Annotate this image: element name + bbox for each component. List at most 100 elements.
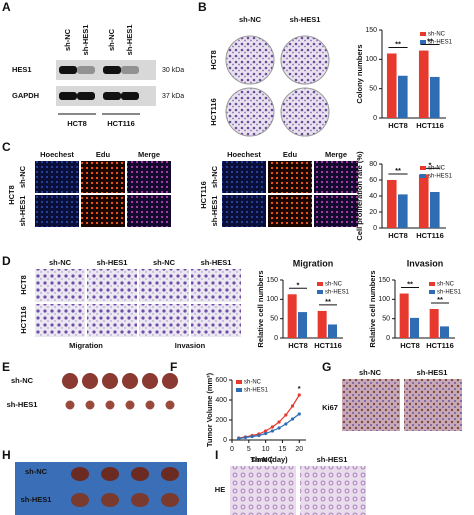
marker: [277, 426, 281, 430]
size-label: 37 kDa: [162, 93, 184, 100]
lung: [131, 493, 149, 507]
y-axis-label: Relative cell numbers: [256, 270, 265, 347]
stain-label: Edu: [283, 150, 298, 159]
lane-label: sh-HES1: [125, 25, 134, 56]
x-tick-label: 5: [247, 446, 251, 453]
significance-label: **: [437, 295, 443, 304]
condition-label: sh-NC: [25, 467, 48, 476]
cell-line-label: HCT116: [19, 306, 28, 334]
marker: [297, 412, 301, 416]
tumor: [162, 373, 178, 389]
y-tick-label: 50: [270, 316, 278, 323]
condition-label: sh-HES1: [18, 196, 27, 227]
x-tick-label: 0: [230, 446, 234, 453]
y-tick-label: 0: [223, 437, 227, 444]
condition-label: sh-HES1: [317, 455, 348, 464]
condition-label: sh-NC: [153, 258, 176, 267]
micrograph: [314, 195, 358, 227]
significance-label: **: [325, 297, 331, 306]
band: [59, 66, 77, 74]
panel-letter: A: [2, 0, 11, 14]
cell-line-label: HCT116: [199, 181, 208, 209]
bar: [398, 75, 408, 118]
lane-label: sh-NC: [63, 28, 72, 51]
cell-line-label: HCT8: [7, 185, 16, 205]
micrograph: [300, 466, 366, 515]
micrograph: [87, 304, 137, 337]
stain-label: Hoechest: [227, 150, 261, 159]
marker: [277, 420, 281, 424]
x-tick-label: 15: [279, 446, 287, 453]
lung: [71, 493, 89, 507]
y-tick-label: 50: [382, 316, 390, 323]
legend-swatch: [317, 282, 323, 286]
micrograph: [230, 466, 296, 515]
micrograph: [404, 379, 462, 431]
condition-label: sh-HES1: [97, 258, 128, 267]
tumor: [122, 373, 138, 389]
condition-label: sh-NC: [239, 15, 262, 24]
micrograph: [139, 269, 189, 302]
chart-title: Migration: [293, 258, 334, 268]
legend-swatch: [317, 290, 323, 294]
micrograph: [314, 161, 358, 193]
legend-label: sh-NC: [325, 282, 343, 288]
legend-label: sh-NC: [428, 32, 446, 38]
marker: [237, 436, 241, 441]
bar: [430, 76, 440, 118]
size-label: 30 kDa: [162, 67, 184, 74]
condition-label: sh-HES1: [201, 258, 232, 267]
micrograph: [35, 161, 79, 193]
photo: [15, 462, 187, 515]
tumor: [145, 400, 155, 410]
plate: [225, 87, 275, 137]
micrograph: [222, 195, 266, 227]
micrograph: [191, 304, 241, 337]
y-tick-label: 100: [266, 296, 278, 303]
line: [238, 413, 300, 440]
tumor: [65, 400, 75, 410]
marker: [257, 433, 261, 438]
y-tick-label: 0: [373, 115, 377, 122]
legend-swatch: [420, 174, 426, 178]
protein-label: HES1: [12, 65, 32, 74]
lung: [131, 467, 149, 481]
marker: [290, 404, 295, 408]
lung: [101, 493, 119, 507]
cell-line-label: HCT8: [67, 119, 87, 128]
bar: [418, 174, 429, 228]
condition-label: sh-HES1: [210, 196, 219, 227]
stain-label: Merge: [138, 150, 160, 159]
marker: [264, 431, 268, 436]
micrograph: [87, 269, 137, 302]
cell-line-label: HCT116: [209, 98, 218, 126]
significance-label: **: [395, 166, 401, 175]
legend-label: sh-HES1: [244, 388, 269, 394]
legend-swatch: [236, 388, 242, 392]
chart-title: Invasion: [407, 258, 444, 268]
significance-label: **: [407, 280, 413, 289]
significance-label: *: [298, 384, 301, 393]
tumor: [62, 373, 78, 389]
plate: [280, 87, 330, 137]
micrograph: [127, 195, 171, 227]
y-tick-label: 600: [215, 377, 227, 384]
legend-swatch: [420, 166, 426, 170]
condition-label: sh-HES1: [21, 495, 52, 504]
legend-label: sh-HES1: [428, 40, 453, 46]
bar: [399, 293, 409, 338]
marker: [270, 425, 274, 429]
micrograph: [35, 304, 85, 337]
tumor: [102, 373, 118, 389]
bar: [410, 317, 419, 338]
band: [121, 66, 139, 74]
marker: [290, 417, 295, 421]
band: [121, 92, 139, 100]
y-tick-label: 20: [369, 209, 377, 216]
micrograph: [81, 161, 125, 193]
x-tick-label: HCT116: [426, 341, 454, 350]
micrograph: [35, 195, 79, 227]
lane-label: sh-NC: [107, 28, 116, 51]
band: [77, 66, 95, 74]
